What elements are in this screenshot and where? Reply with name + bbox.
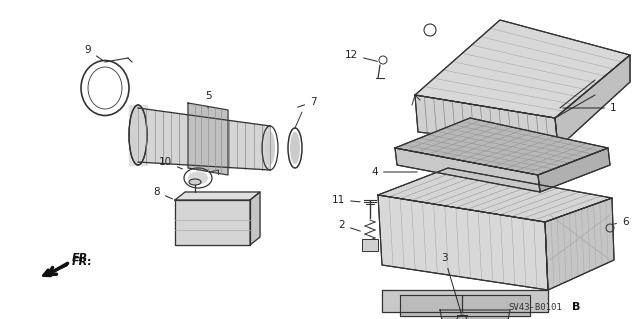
Polygon shape (250, 192, 260, 245)
Polygon shape (129, 105, 147, 165)
Text: 8: 8 (154, 187, 172, 199)
Polygon shape (175, 200, 250, 245)
Text: 5: 5 (205, 91, 211, 108)
Polygon shape (395, 118, 608, 175)
Polygon shape (138, 108, 270, 170)
Polygon shape (188, 103, 228, 175)
Text: 10: 10 (159, 157, 182, 169)
Text: B: B (572, 302, 580, 312)
Ellipse shape (188, 172, 208, 184)
Text: FR.: FR. (72, 257, 93, 267)
Text: SV43-B0101: SV43-B0101 (508, 303, 562, 313)
Ellipse shape (189, 179, 201, 185)
Ellipse shape (290, 132, 300, 164)
FancyBboxPatch shape (362, 239, 378, 251)
Polygon shape (400, 295, 530, 316)
Text: 11: 11 (332, 195, 360, 205)
Text: FR.: FR. (44, 253, 93, 276)
Polygon shape (378, 168, 612, 222)
Text: 4: 4 (371, 167, 417, 177)
Text: 3: 3 (442, 253, 461, 313)
Ellipse shape (129, 105, 147, 165)
Text: 2: 2 (339, 220, 360, 231)
Polygon shape (175, 192, 260, 200)
Polygon shape (395, 148, 540, 192)
Polygon shape (378, 195, 548, 290)
Polygon shape (545, 198, 614, 290)
Text: 7: 7 (298, 97, 317, 107)
Polygon shape (440, 310, 510, 319)
Polygon shape (415, 20, 630, 118)
Text: 1: 1 (563, 103, 616, 113)
Text: 12: 12 (345, 50, 378, 61)
Ellipse shape (265, 131, 275, 165)
Polygon shape (555, 55, 630, 148)
Polygon shape (382, 290, 548, 312)
Text: 9: 9 (84, 45, 103, 60)
Polygon shape (415, 95, 558, 148)
Polygon shape (538, 148, 610, 192)
Text: 6: 6 (614, 217, 628, 227)
